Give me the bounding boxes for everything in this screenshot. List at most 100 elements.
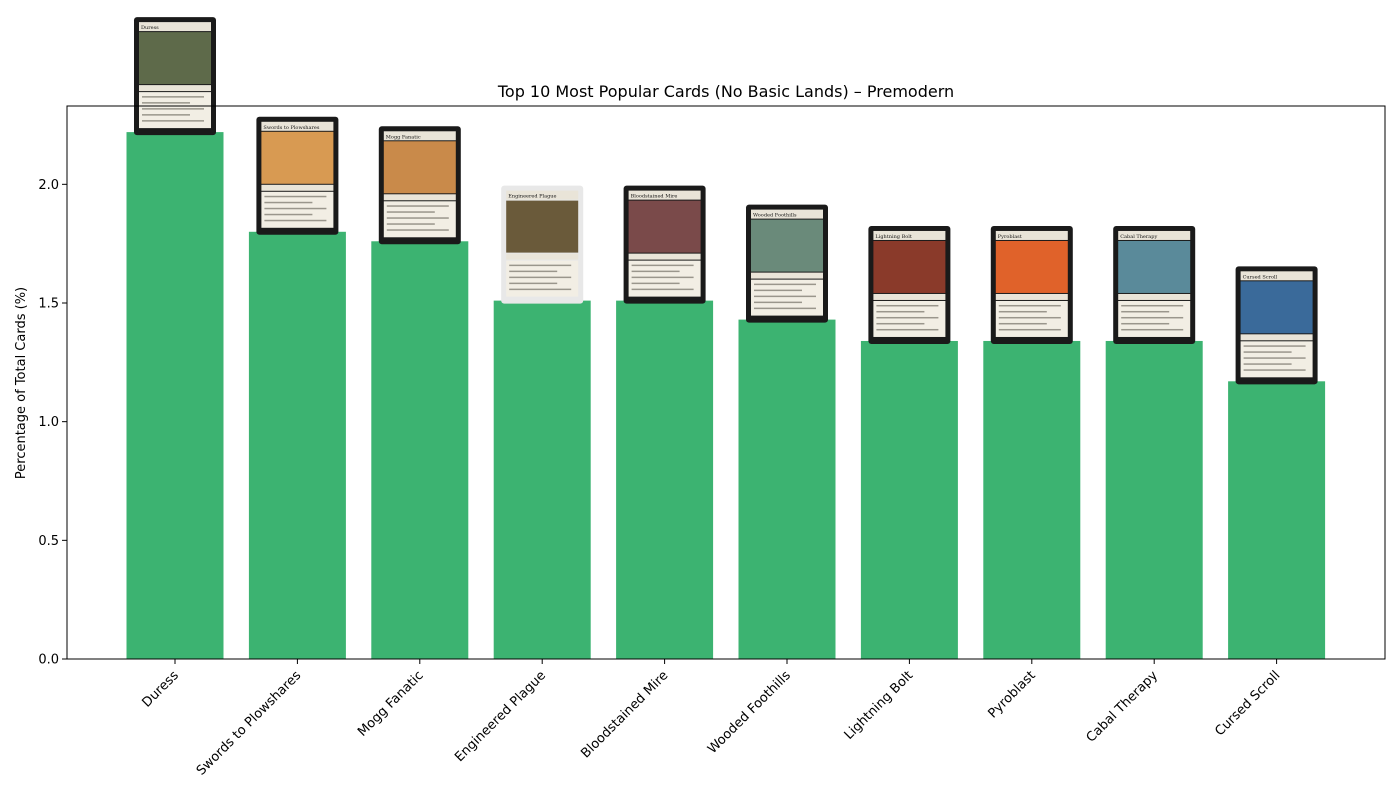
card-type-line (1240, 334, 1313, 341)
card-text-line (1121, 316, 1184, 319)
card-text-line (386, 205, 449, 207)
card-image-9: Cabal Therapy (1113, 225, 1196, 344)
chart-title: Top 10 Most Popular Cards (No Basic Land… (497, 82, 954, 101)
card-art (383, 141, 456, 194)
card-image-2: Swords to Plowshares (256, 116, 339, 235)
card-title-bar (628, 190, 701, 200)
card-text-line (876, 316, 939, 319)
card-text-line (631, 282, 680, 285)
card-name-text: Pyroblast (998, 234, 1022, 240)
card-text-line (631, 276, 694, 279)
card-text-box (261, 191, 334, 228)
bars-group (126, 132, 1326, 659)
card-title-bar (1240, 271, 1313, 281)
bar-10 (1228, 381, 1326, 659)
card-title-bar (873, 230, 946, 240)
card-text-line (876, 322, 925, 325)
x-tick-label-7: Lightning Bolt (842, 668, 917, 743)
card-name-text: Cursed Scroll (1243, 274, 1278, 280)
card-text-line (876, 304, 939, 307)
card-image-1: Duress (134, 17, 216, 136)
card-text-line (754, 283, 816, 286)
card-text-line (142, 120, 204, 122)
card-image-3: Mogg Fanatic (378, 126, 461, 245)
y-tick-label-4: 1.5 (38, 296, 59, 311)
x-tick-label-6: Wooded Foothills (705, 668, 794, 757)
card-title-bar (1118, 230, 1191, 240)
card-text-box (1240, 341, 1313, 378)
bar-3 (371, 241, 469, 659)
card-art (1118, 240, 1191, 293)
x-axis: Duress Swords to Plowshares Mogg Fanatic En… (140, 659, 1283, 779)
card-text-line (142, 102, 190, 104)
card-text-line (264, 207, 327, 210)
card-text-line (876, 310, 925, 313)
card-text-line (142, 96, 204, 98)
bar-9 (1105, 340, 1203, 659)
card-text-line (754, 289, 802, 292)
plot-frame (66, 105, 1386, 660)
card-text-line (264, 213, 313, 216)
card-text-line (509, 276, 572, 279)
card-text-box (506, 260, 579, 297)
y-tick-label-3: 1.0 (38, 415, 59, 430)
card-text-line (386, 229, 449, 231)
x-tick-label-2: Swords to Plowshares (194, 668, 305, 779)
card-type-line (873, 293, 946, 300)
card-type-line (995, 293, 1068, 300)
card-art (995, 240, 1068, 293)
card-type-line (506, 253, 579, 260)
card-text-line (1243, 351, 1292, 353)
card-text-box (628, 260, 701, 297)
card-text-line (142, 114, 190, 116)
card-text-line (1121, 304, 1184, 307)
card-title-bar (751, 209, 823, 219)
x-tick-label-10: Cursed Scroll (1212, 668, 1283, 739)
bar-5 (616, 300, 714, 659)
card-type-line (1118, 293, 1191, 300)
card-text-line (998, 310, 1047, 313)
card-text-line (386, 223, 435, 225)
card-text-line (754, 295, 816, 298)
card-text-line (876, 328, 939, 331)
bar-1 (126, 132, 224, 659)
bar-7 (860, 340, 958, 659)
card-title-bar (383, 131, 456, 141)
card-image-10: Cursed Scroll (1235, 266, 1318, 385)
card-image-4: Engineered Plague (501, 185, 584, 304)
x-tick-label-5: Bloodstained Mire (578, 668, 671, 761)
x-tick-label-1: Duress (140, 668, 182, 710)
card-text-line (754, 307, 816, 310)
card-text-line (754, 301, 802, 304)
card-text-box (1118, 300, 1191, 337)
card-text-line (998, 322, 1047, 325)
card-type-line (139, 85, 211, 92)
card-images-group: Duress Swords to Plowshares Mogg Fanatic En… (134, 17, 1318, 385)
card-text-line (998, 316, 1061, 319)
card-name-text: Lightning Bolt (875, 234, 911, 240)
x-tick-label-9: Cabal Therapy (1084, 668, 1162, 746)
card-text-line (1121, 322, 1170, 325)
card-art (873, 240, 946, 293)
y-tick-label-2: 0.5 (38, 534, 59, 549)
card-text-box (751, 279, 823, 316)
x-tick-label-4: Engineered Plague (452, 668, 549, 765)
card-name-text: Engineered Plague (508, 194, 556, 200)
card-text-line (1121, 310, 1170, 313)
card-text-line (1243, 357, 1306, 359)
card-text-line (264, 219, 327, 222)
card-name-text: Mogg Fanatic (386, 134, 421, 140)
card-text-line (1121, 328, 1184, 331)
card-text-line (631, 264, 694, 267)
card-image-7: Lightning Bolt (868, 225, 951, 344)
card-text-line (998, 304, 1061, 307)
card-art (261, 131, 334, 184)
card-art (1240, 281, 1313, 334)
card-text-line (998, 328, 1061, 331)
card-text-line (264, 195, 327, 198)
card-type-line (383, 194, 456, 201)
card-name-text: Wooded Foothills (753, 213, 797, 219)
card-text-line (509, 264, 572, 267)
card-text-box (995, 300, 1068, 337)
